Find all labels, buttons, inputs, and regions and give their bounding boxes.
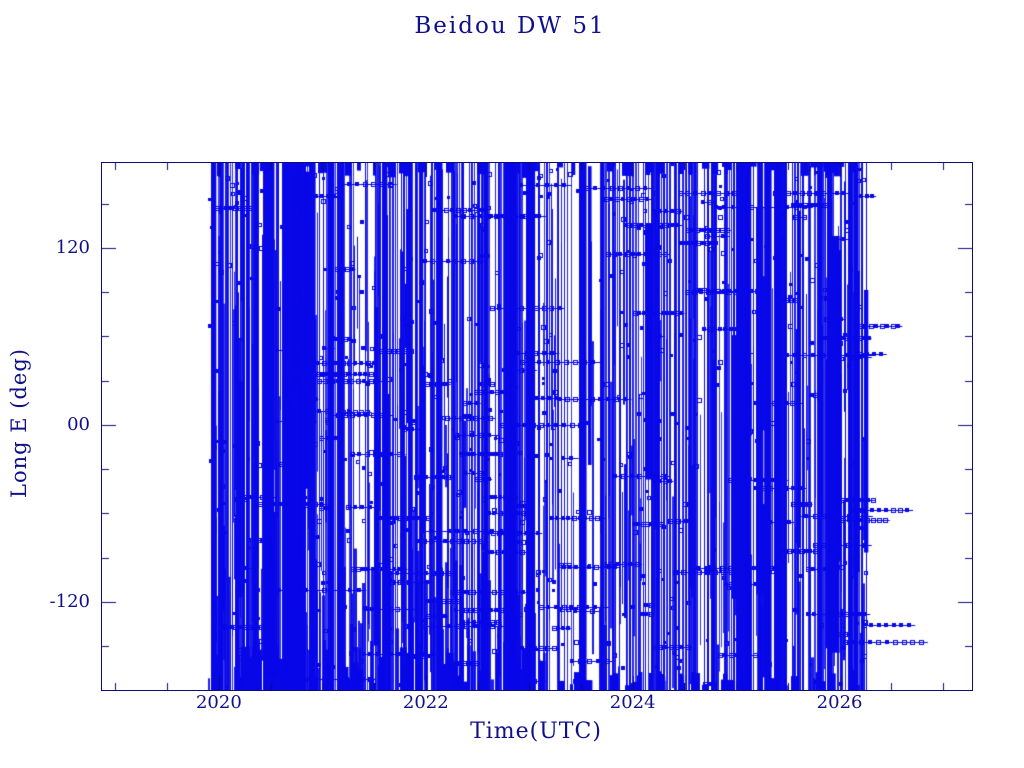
x-tick-label: 2024	[609, 692, 656, 713]
y-tick-label: 120	[55, 236, 90, 258]
x-tick-label: 2022	[402, 692, 449, 713]
x-tick-label: 2026	[816, 692, 863, 713]
y-tick-label: 00	[67, 413, 90, 435]
plot-area	[101, 162, 973, 691]
x-tick-label: 2020	[195, 692, 242, 713]
x-axis-title: Time(UTC)	[470, 719, 602, 744]
y-tick-label: -120	[49, 590, 90, 612]
chart-title: Beidou DW 51	[414, 13, 606, 39]
plot-canvas	[102, 163, 972, 690]
